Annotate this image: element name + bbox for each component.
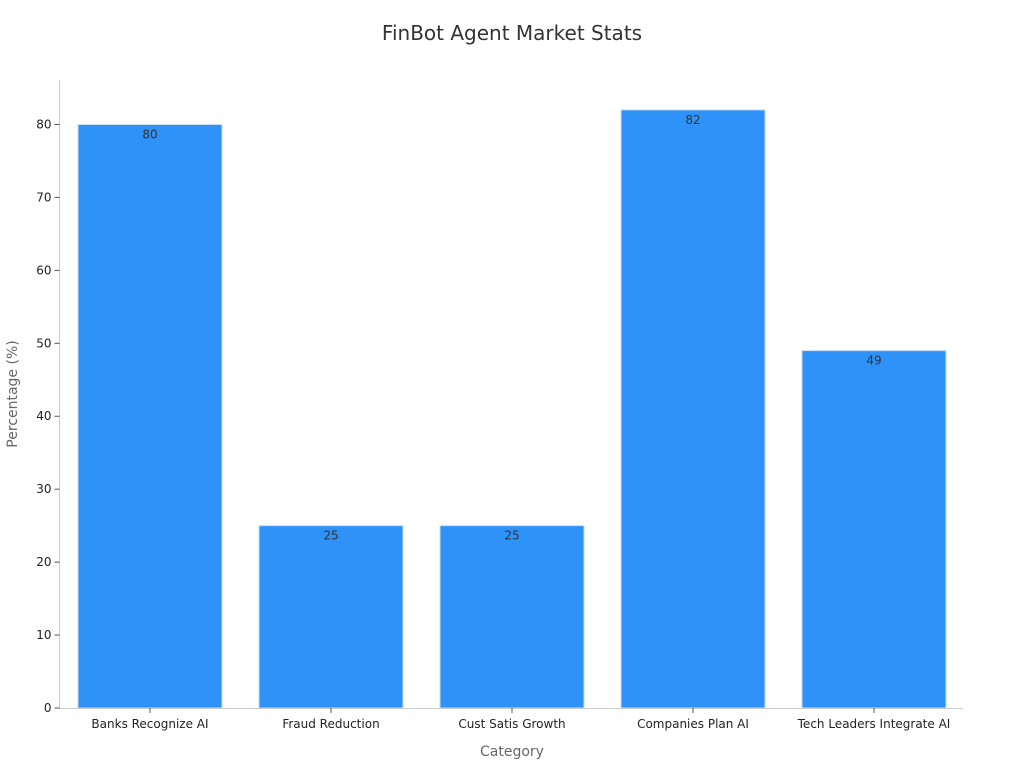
data-labels-layer: 80 25 25 82 49 [142,113,881,543]
y-tick-label-7: 70 [36,190,51,204]
bars-layer [77,109,947,709]
chart-title: FinBot Agent Market Stats [382,21,642,45]
bar-3 [620,109,766,709]
x-tick-label-3: Companies Plan AI [637,717,749,731]
x-tick-label-4: Tech Leaders Integrate AI [797,717,951,731]
x-ticks-layer: Banks Recognize AI Fraud Reduction Cust Sa… [91,708,950,731]
bar-4 [801,350,947,709]
y-ticks-layer: 0 10 20 30 40 50 60 70 80 [36,117,60,715]
x-tick-label-1: Fraud Reduction [282,717,379,731]
data-label-1: 25 [323,529,338,543]
y-tick-label-4: 40 [36,409,51,423]
bar-0 [77,123,223,709]
y-tick-label-2: 20 [36,555,51,569]
x-axis-label: Category [480,744,544,760]
x-tick-label-0: Banks Recognize AI [91,717,208,731]
x-tick-label-2: Cust Satis Growth [458,717,565,731]
y-tick-label-6: 60 [36,263,51,277]
y-tick-label-3: 30 [36,482,51,496]
data-label-3: 82 [685,113,700,127]
data-label-4: 49 [866,354,881,368]
y-tick-label-1: 10 [36,628,51,642]
data-label-0: 80 [142,127,157,141]
y-axis-label: Percentage (%) [5,340,21,447]
y-tick-label-8: 80 [36,117,51,131]
y-tick-label-0: 0 [44,701,52,715]
y-tick-label-5: 50 [36,336,51,350]
data-label-2: 25 [504,529,519,543]
bar-2 [439,525,585,709]
bar-1 [258,525,404,709]
